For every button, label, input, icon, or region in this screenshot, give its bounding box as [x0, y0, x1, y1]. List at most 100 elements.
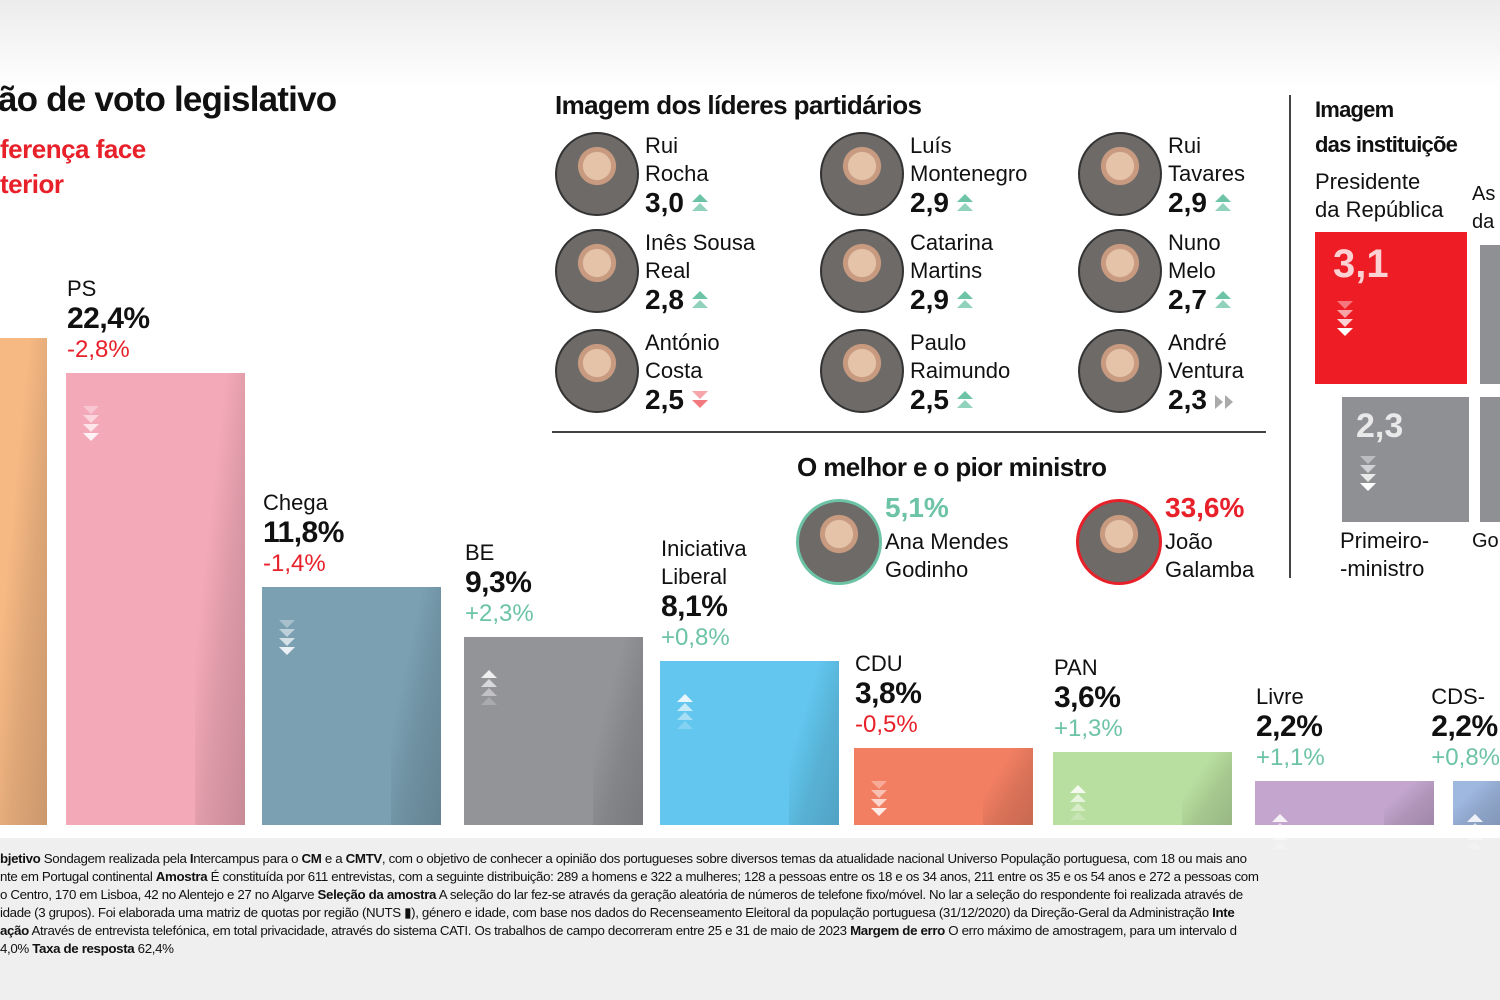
score-value: 3,0	[645, 187, 684, 218]
party-change: -1,4%	[263, 549, 326, 577]
institution-score: 3,1	[1333, 242, 1389, 286]
institution-score: 2,3	[1356, 407, 1404, 445]
footnote-text: 62,4%	[134, 941, 174, 956]
best-minister-photo	[796, 499, 882, 585]
institution-label: Primeiro- -ministro	[1340, 527, 1429, 583]
footnote-text: A seleção do lar fez-se através da geraç…	[436, 887, 1243, 902]
footnote-line: nte em Portugal continental Amostra É co…	[0, 868, 1500, 886]
subtitle-line: terior	[0, 169, 64, 199]
name-line: Nuno	[1168, 230, 1221, 255]
leader-card: Inês Sousa Real 2,8	[555, 229, 805, 321]
footnote-text: e a	[321, 851, 346, 866]
leader-score: 2,7	[1168, 284, 1233, 316]
party-change: +0,8%	[1431, 743, 1500, 771]
leader-photo	[555, 329, 639, 413]
trend-down-icon	[277, 619, 297, 666]
trend-down-icon	[869, 780, 889, 827]
bar-label: Livre 2,2% +1,1%	[1256, 683, 1325, 773]
bar-label: PS 22,4% -2,8%	[67, 275, 150, 365]
leader-card: Paulo Raimundo 2,5	[820, 329, 1070, 421]
footnote-text: nte em Portugal continental	[0, 869, 156, 884]
footnote-bold-text: Amostra	[155, 869, 208, 884]
party-name: PAN	[1054, 655, 1098, 681]
bar	[464, 637, 643, 825]
footnote-text: É constituída por 611 entrevistas, com a…	[207, 869, 1259, 884]
score-value: 2,9	[910, 284, 949, 315]
footnote-text: O erro máximo de amostragem, para um int…	[944, 923, 1237, 938]
bar-shade	[0, 338, 47, 825]
footnote-text: ntercampus para o	[193, 851, 302, 866]
leader-card: Rui Tavares 2,9	[1078, 132, 1328, 224]
party-change: +1,3%	[1054, 715, 1123, 743]
footnote-bold-text: I	[189, 851, 194, 866]
footnote-line: ação Através de entrevista telefónica, e…	[0, 922, 1500, 940]
trend-up-icon	[1207, 187, 1233, 218]
bar-shade	[1182, 752, 1232, 825]
leader-card: Luís Montenegro 2,9	[820, 132, 1070, 224]
bar-shade	[789, 661, 839, 825]
label-line: Presidente	[1315, 169, 1421, 194]
score-value: 2,3	[1168, 384, 1207, 415]
party-change: -0,5%	[855, 711, 918, 739]
party-change: +1,1%	[1256, 743, 1325, 771]
score-value: 2,9	[1168, 187, 1207, 218]
party-name: BE	[465, 540, 495, 566]
name-line: Raimundo	[910, 358, 1011, 383]
bar	[0, 338, 47, 825]
name-line: Galamba	[1165, 557, 1255, 582]
leader-name: Luís Montenegro	[910, 132, 1027, 188]
bar-label: BE 9,3% +2,3%	[465, 539, 534, 629]
name-line: João	[1165, 529, 1213, 554]
title-line: Imagem	[1315, 97, 1394, 122]
score-value: 2,9	[910, 187, 949, 218]
leader-name: Inês Sousa Real	[645, 229, 755, 285]
name-line: Rui	[645, 133, 679, 158]
party-value: 9,3%	[465, 566, 532, 600]
title-line: das instituiçõe	[1315, 132, 1458, 157]
party-name: CDU	[855, 651, 903, 677]
bar	[1255, 780, 1434, 849]
leader-score: 2,5	[645, 384, 710, 416]
name-line: Ventura	[1168, 358, 1244, 383]
party-value: 3,8%	[855, 677, 922, 711]
label-line: -ministro	[1340, 556, 1425, 581]
ministers-title: O melhor e o pior ministro	[797, 452, 1107, 482]
header-background	[0, 0, 1500, 90]
bar	[854, 748, 1033, 825]
leader-score: 3,0	[645, 187, 710, 219]
party-value: 11,8%	[263, 515, 344, 549]
leader-card: Nuno Melo 2,7	[1078, 229, 1328, 321]
institution-label: As da	[1472, 180, 1495, 236]
party-value: 22,4%	[67, 301, 150, 335]
footnote-line: idade (3 grupos). Foi elaborada uma matr…	[0, 904, 1500, 922]
trend-up-icon	[1068, 784, 1088, 831]
bar	[262, 586, 441, 825]
bar	[1053, 752, 1232, 825]
name-line: Catarina	[910, 230, 994, 255]
leader-score: 2,9	[1168, 187, 1233, 219]
footnote-bold-text: CM	[301, 851, 322, 866]
party-value: 2,2%	[1431, 709, 1498, 743]
footnote-bold-text: Inte	[1212, 905, 1235, 920]
name-line: Tavares	[1168, 161, 1246, 186]
party-value: 2,2%	[1256, 709, 1323, 743]
trend-up-icon	[1270, 813, 1290, 860]
party-name: Chega	[263, 489, 328, 515]
name-line: Godinho	[885, 557, 969, 582]
trend-down-icon	[1335, 300, 1355, 347]
leader-photo	[820, 329, 904, 413]
best-minister-name: Ana Mendes Godinho	[885, 528, 1009, 584]
leader-photo	[555, 132, 639, 216]
footnote-bold-text: CMTV	[345, 851, 383, 866]
leader-score: 2,9	[910, 284, 975, 316]
bar-shade	[1384, 780, 1434, 825]
trend-up-icon	[949, 187, 975, 218]
bar	[1453, 780, 1500, 849]
trend-down-icon	[1358, 455, 1378, 502]
footnote-bold-text: ação	[0, 923, 29, 938]
name-line: André	[1168, 330, 1227, 355]
leader-photo	[820, 229, 904, 313]
score-value: 2,5	[645, 384, 684, 415]
trend-up-icon	[1207, 284, 1233, 315]
leader-name: Rui Rocha	[645, 132, 709, 188]
